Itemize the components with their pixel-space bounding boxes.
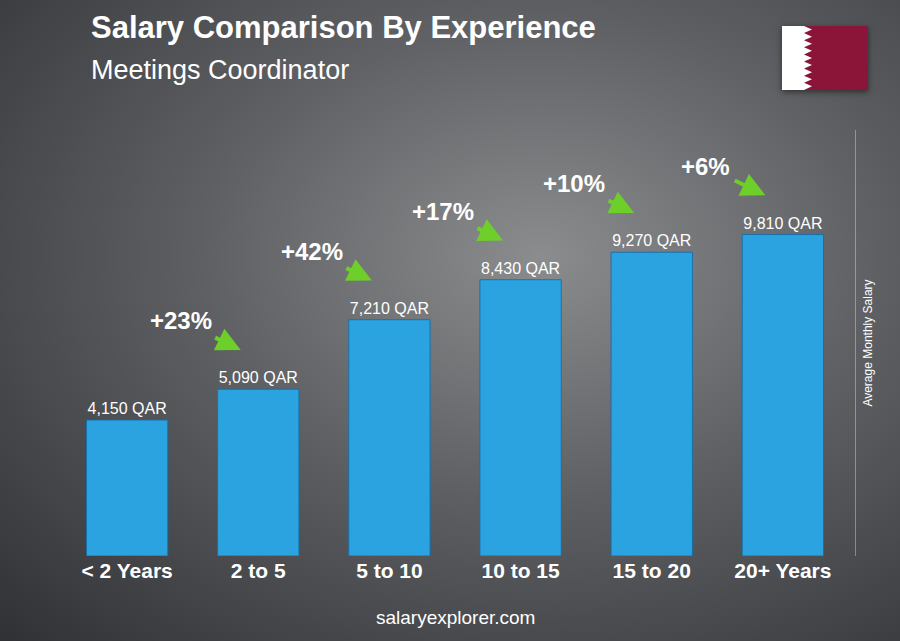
svg-text:9,810 QAR: 9,810 QAR: [743, 215, 822, 232]
svg-text:15 to 20: 15 to 20: [613, 559, 691, 582]
svg-text:+6%: +6%: [681, 153, 730, 180]
svg-text:8,430 QAR: 8,430 QAR: [481, 260, 560, 277]
svg-text:salaryexplorer.com: salaryexplorer.com: [376, 607, 535, 628]
svg-text:+10%: +10%: [543, 170, 605, 197]
svg-text:20+ Years: 20+ Years: [734, 559, 831, 582]
svg-text:7,210 QAR: 7,210 QAR: [350, 300, 429, 317]
svg-text:5 to 10: 5 to 10: [356, 559, 423, 582]
svg-text:5,090 QAR: 5,090 QAR: [219, 369, 298, 386]
svg-text:+23%: +23%: [150, 307, 212, 334]
svg-text:2 to 5: 2 to 5: [231, 559, 286, 582]
svg-text:+42%: +42%: [281, 238, 343, 265]
svg-text:Salary Comparison By Experienc: Salary Comparison By ExperienceMeetings …: [91, 10, 596, 84]
svg-text:< 2 Years: < 2 Years: [81, 559, 172, 582]
svg-text:4,150 QAR: 4,150 QAR: [88, 400, 167, 417]
svg-text:Average Monthly Salary: Average Monthly Salary: [861, 279, 875, 406]
svg-text:9,270 QAR: 9,270 QAR: [612, 232, 691, 249]
svg-text:10 to 15: 10 to 15: [481, 559, 560, 582]
svg-text:+17%: +17%: [412, 198, 474, 225]
